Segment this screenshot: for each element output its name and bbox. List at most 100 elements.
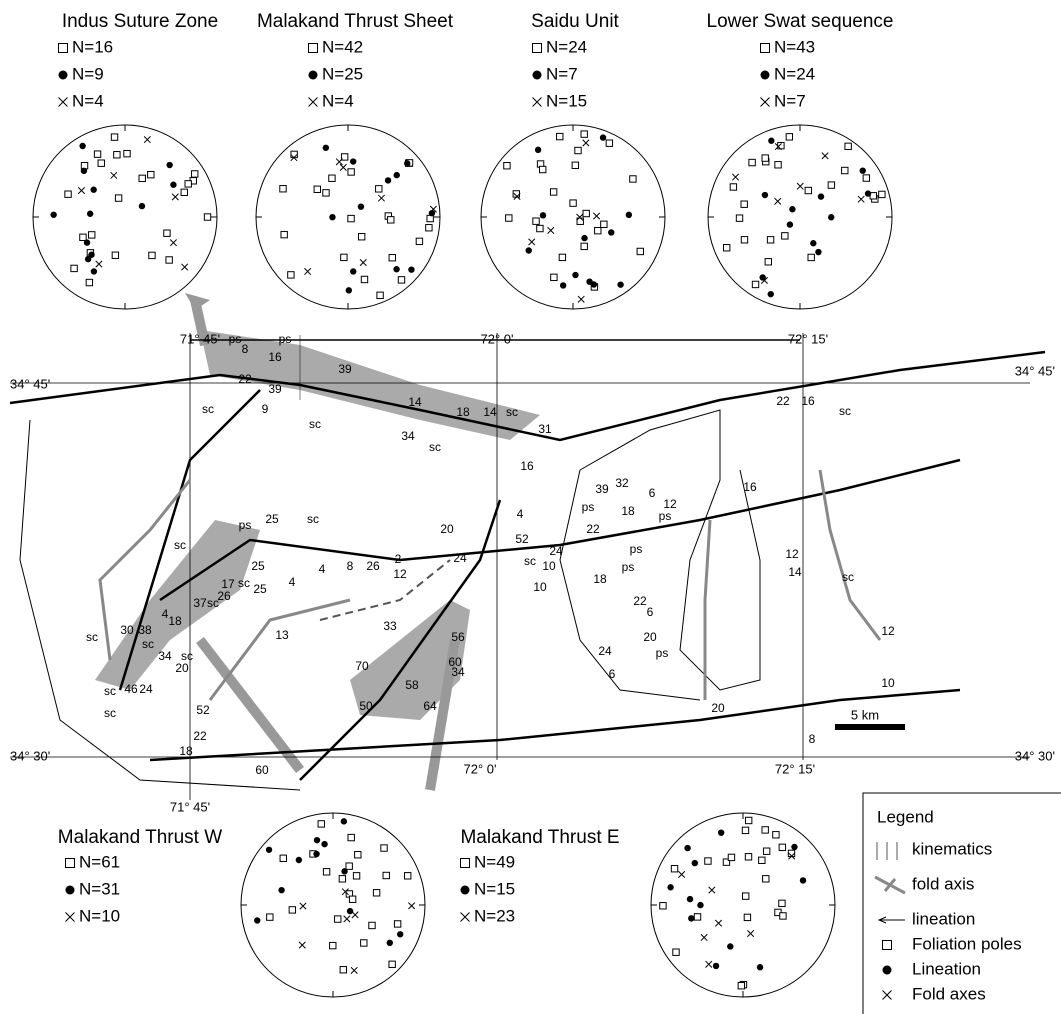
- square-symbol: [191, 170, 199, 178]
- count-label: N=31: [79, 879, 120, 898]
- cross-symbol: [513, 192, 521, 200]
- cross-symbol: [298, 941, 306, 949]
- map-label: sc: [309, 417, 321, 431]
- square-symbol: [123, 149, 131, 158]
- dot-symbol: [799, 877, 807, 884]
- scale-bar: [835, 724, 905, 730]
- cross-symbol: [774, 143, 782, 151]
- square-symbol: [339, 966, 348, 974]
- dot-symbol: [691, 859, 699, 867]
- dot-symbol: [170, 181, 177, 188]
- longitude-label: 72° 0': [464, 761, 497, 776]
- square-symbol: [111, 251, 120, 259]
- count-label: N=61: [79, 852, 120, 871]
- square-symbol: [64, 190, 72, 198]
- map-label: sc: [104, 706, 116, 720]
- square-symbol: [785, 133, 794, 141]
- square-symbol: [722, 858, 731, 866]
- stereonet-ticks: [241, 813, 425, 997]
- dot-symbol: [384, 177, 392, 184]
- map-label: ps: [279, 332, 292, 346]
- map-label: 32: [615, 476, 629, 490]
- map-label: sc: [842, 570, 854, 584]
- square-symbol: [766, 236, 775, 244]
- dot-symbol: [586, 278, 593, 285]
- map-label: 8: [242, 342, 249, 356]
- square-symbol: [827, 181, 836, 189]
- square-symbol: [287, 271, 295, 279]
- square-symbol: [741, 892, 750, 900]
- count-label: N=15: [546, 91, 587, 110]
- dot-symbol: [386, 939, 393, 947]
- dot-symbol: [534, 146, 542, 154]
- map-label: 14: [483, 405, 497, 419]
- stereonet-ticks: [481, 125, 665, 309]
- dot-symbol: [759, 274, 766, 281]
- cross-symbol: [788, 852, 796, 860]
- square-symbol: [741, 826, 750, 835]
- square-symbol: [778, 899, 786, 908]
- map-label: 34: [451, 665, 465, 679]
- square-symbol: [114, 194, 123, 202]
- square-symbol: [532, 217, 540, 225]
- cross-symbol: [343, 915, 351, 923]
- square-symbol: [347, 833, 355, 842]
- square-symbol: [180, 188, 188, 197]
- map-label: sc: [429, 440, 441, 454]
- square-symbol: [388, 960, 396, 969]
- square-symbol: [340, 153, 349, 161]
- map-label: 8: [347, 559, 354, 573]
- map-label: 24: [453, 551, 467, 565]
- map-label: ps: [659, 509, 672, 523]
- map-label: 12: [881, 624, 895, 638]
- square-symbol: [580, 130, 588, 138]
- map-label: sc: [142, 637, 154, 651]
- square-symbol: [569, 199, 577, 207]
- map-label: 4: [289, 575, 296, 589]
- square-symbol: [138, 174, 146, 183]
- map-label: sc: [839, 404, 851, 418]
- map-label: 34: [401, 429, 415, 443]
- map-label: 16: [520, 459, 534, 473]
- cross-symbol: [341, 888, 349, 896]
- dot-symbol: [321, 840, 328, 848]
- dot-symbol: [686, 895, 694, 903]
- dot-symbol: [697, 901, 704, 909]
- square-symbol: [761, 154, 769, 162]
- cross-symbol: [359, 258, 367, 267]
- cross-symbol: [700, 933, 708, 942]
- longitude-label: 71° 45': [180, 331, 220, 346]
- cross-symbol: [169, 239, 177, 247]
- count-label: N=4: [72, 91, 104, 110]
- map-label: 22: [586, 522, 600, 536]
- dot-symbol: [396, 931, 404, 938]
- cross-symbol: [335, 158, 343, 166]
- dot-symbol: [817, 193, 825, 200]
- dot-symbol: [65, 885, 75, 895]
- map-label: 20: [711, 701, 725, 715]
- latitude-label: 34° 30': [10, 748, 50, 763]
- map-label: 60: [448, 655, 462, 669]
- map-label: 16: [268, 350, 282, 364]
- map-label: sc: [174, 538, 186, 552]
- map-label: 10: [542, 559, 556, 573]
- square-symbol: [317, 820, 325, 828]
- square-symbol: [354, 851, 362, 859]
- map-label: 22: [238, 372, 252, 386]
- square-symbol: [574, 146, 582, 155]
- square-symbol: [345, 862, 353, 870]
- dot-symbol: [80, 167, 88, 175]
- dot-symbol: [532, 70, 542, 80]
- map-label: 18: [593, 572, 607, 586]
- cross-symbol: [760, 276, 769, 284]
- square-symbol: [729, 183, 738, 191]
- square-symbol: [308, 43, 318, 53]
- map-label: 52: [515, 532, 529, 546]
- map-label: 9: [262, 402, 269, 416]
- cross-symbol: [678, 870, 686, 878]
- dot-symbol: [786, 221, 794, 228]
- legend-title: Legend: [877, 807, 934, 826]
- square-symbol: [388, 254, 396, 262]
- square-symbol: [556, 132, 564, 141]
- count-label: N=42: [322, 37, 363, 56]
